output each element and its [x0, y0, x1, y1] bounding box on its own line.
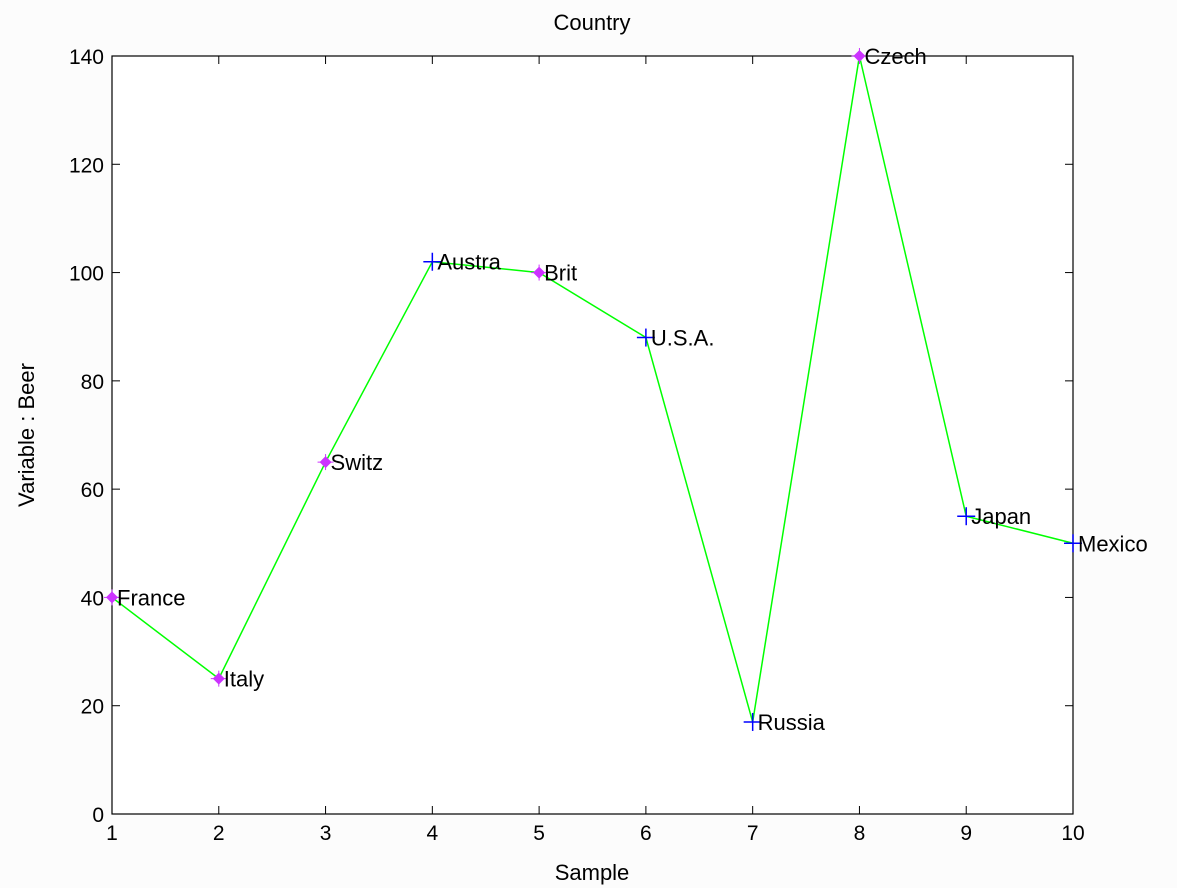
diamond-marker — [317, 454, 334, 471]
x-tick-label: 1 — [106, 822, 118, 845]
y-tick-label: 140 — [69, 46, 104, 69]
plus-marker — [743, 712, 762, 731]
point-label: France — [117, 585, 185, 610]
x-tick-label: 10 — [1061, 822, 1084, 845]
y-tick-label: 0 — [92, 804, 104, 827]
x-tick-label: 7 — [747, 822, 759, 845]
y-tick-label: 80 — [81, 371, 104, 394]
y-tick-label: 120 — [69, 154, 104, 177]
x-tick-label: 5 — [533, 822, 545, 845]
point-label: U.S.A. — [651, 326, 715, 351]
point-label: Russia — [758, 710, 826, 735]
y-tick-label: 40 — [81, 587, 104, 610]
x-tick-label: 4 — [426, 822, 438, 845]
point-markers — [104, 48, 1082, 731]
chart-title: Country — [553, 10, 630, 35]
plus-marker — [1064, 534, 1082, 553]
point-label: Switz — [331, 450, 384, 475]
point-label: Italy — [224, 667, 264, 692]
diamond-marker — [104, 589, 120, 606]
point-label: Brit — [544, 261, 577, 286]
diamond-marker — [851, 48, 868, 64]
point-label: Japan — [971, 504, 1031, 529]
x-tick-label: 8 — [854, 822, 866, 845]
plus-marker — [636, 328, 655, 347]
x-tick-label: 3 — [320, 822, 332, 845]
y-tick-label: 60 — [81, 479, 104, 502]
point-label: Czech — [864, 44, 926, 69]
y-axis-label: Variable : Beer — [14, 363, 39, 507]
point-label: Mexico — [1078, 531, 1148, 556]
plot-area — [111, 55, 1074, 815]
plus-marker — [423, 252, 442, 271]
point-labels: France Italy Switz Austra Brit U.S.A. Russia Cz… — [117, 44, 1148, 735]
diamond-marker — [210, 670, 227, 687]
x-tick-label: 6 — [640, 822, 652, 845]
diamond-marker — [531, 264, 548, 281]
y-tick-label: 20 — [81, 696, 104, 719]
plus-marker — [957, 507, 976, 526]
series-line — [111, 55, 1074, 723]
x-tick-label: 9 — [960, 822, 972, 845]
x-axis-label: Sample — [555, 860, 630, 885]
x-tick-label: 2 — [213, 822, 225, 845]
point-label: Austra — [437, 250, 501, 275]
y-tick-label: 100 — [69, 263, 104, 286]
